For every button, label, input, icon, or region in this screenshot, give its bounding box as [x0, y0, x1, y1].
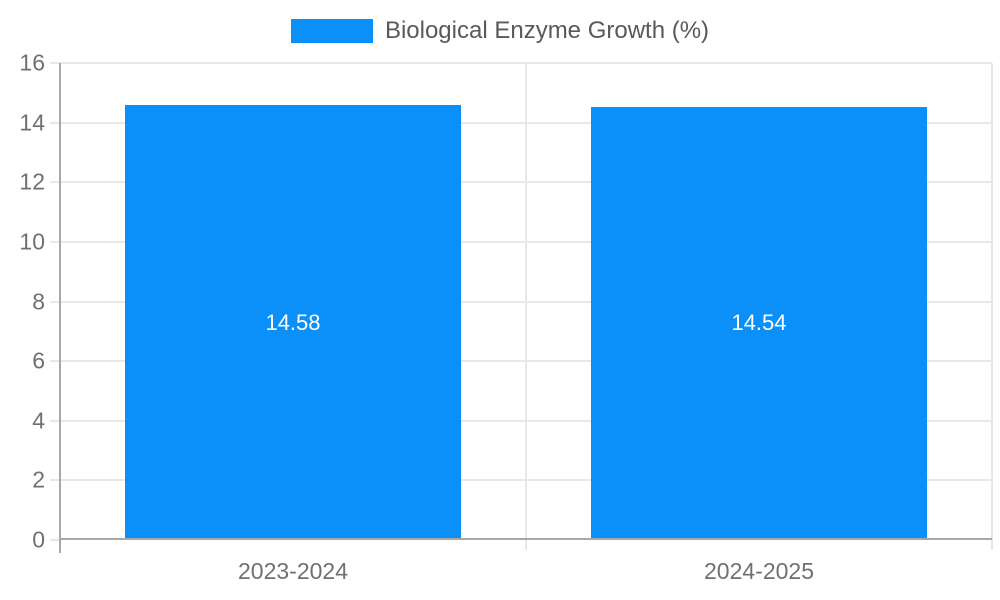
y-tick-mark — [50, 300, 60, 303]
y-tick-label: 16 — [19, 49, 45, 76]
y-tick-mark — [50, 479, 60, 482]
y-tick-label: 4 — [32, 407, 45, 434]
y-tick-mark — [50, 419, 60, 422]
y-tick-mark — [50, 62, 60, 64]
x-tick-label: 2023-2024 — [238, 558, 348, 584]
y-tick-mark — [50, 181, 60, 184]
x-gridline — [525, 63, 527, 550]
legend-swatch — [290, 19, 373, 43]
plot-area: 0 2 4 6 8 10 12 14 16 14.58 14.54 2023-2024 2024-202… — [19, 51, 993, 584]
y-tick-label: 8 — [32, 288, 45, 314]
y-tick-label: 14 — [19, 109, 45, 136]
y-axis-line — [59, 63, 61, 553]
y-tick-label: 2 — [32, 466, 45, 493]
y-tick-label: 12 — [19, 168, 45, 195]
y-tick-label: 0 — [32, 526, 45, 553]
bar-value-label: 14.58 — [265, 309, 321, 335]
y-tick-mark — [50, 360, 60, 363]
chart-legend: Biological Enzyme Growth (%) — [0, 17, 1000, 45]
y-tick-mark — [50, 240, 60, 243]
y-tick-mark — [50, 121, 60, 124]
bar: 14.54 — [591, 106, 927, 540]
x-tick-label: 2024-2025 — [704, 558, 814, 584]
x-gridline — [991, 63, 993, 550]
bar-value-label: 14.54 — [731, 310, 787, 336]
y-tick-label: 6 — [32, 347, 45, 374]
legend-label: Biological Enzyme Growth (%) — [384, 17, 710, 44]
y-tick-label: 10 — [19, 228, 45, 255]
bar: 14.58 — [125, 105, 461, 540]
y-tick-mark — [50, 539, 60, 541]
x-axis-line — [60, 538, 992, 540]
